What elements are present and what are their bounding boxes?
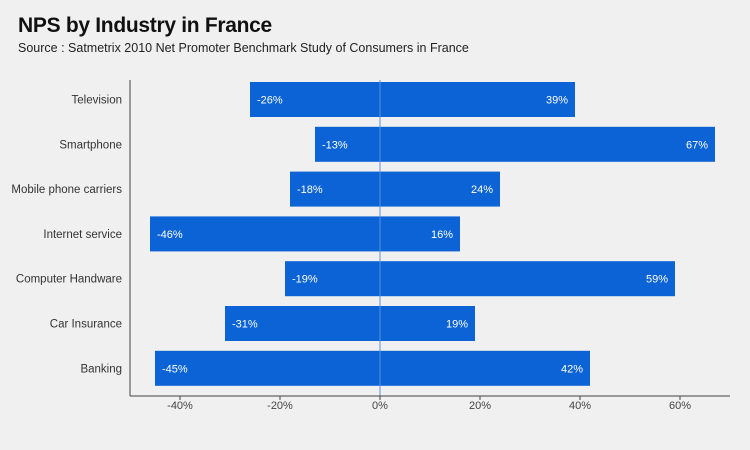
bar-positive bbox=[380, 306, 475, 341]
bar-positive bbox=[380, 82, 575, 117]
x-tick-label: -20% bbox=[267, 400, 293, 412]
bar-negative bbox=[150, 216, 380, 252]
data-label: 19% bbox=[446, 319, 468, 331]
chart-title: NPS by Industry in France bbox=[18, 14, 272, 37]
bar-positive bbox=[380, 126, 715, 162]
bar-negative bbox=[225, 306, 380, 341]
data-label: 16% bbox=[431, 229, 453, 241]
category-label: Computer Handware bbox=[16, 274, 122, 286]
category-label: Mobile phone carriers bbox=[11, 184, 122, 196]
category-label: Television bbox=[72, 95, 123, 107]
x-tick-label: 20% bbox=[469, 400, 491, 412]
bar-negative bbox=[285, 261, 380, 297]
bar-positive bbox=[380, 171, 500, 207]
data-label: -18% bbox=[297, 184, 323, 196]
data-label: 59% bbox=[646, 274, 668, 286]
data-label: -26% bbox=[257, 95, 283, 107]
x-tick-label: 0% bbox=[372, 400, 388, 412]
x-tick-label: -40% bbox=[167, 400, 193, 412]
category-label: Internet service bbox=[43, 229, 122, 241]
category-label: Smartphone bbox=[59, 139, 122, 151]
data-label: -45% bbox=[162, 363, 188, 375]
bar-positive bbox=[380, 350, 590, 386]
bar-positive bbox=[380, 216, 460, 252]
data-label: 42% bbox=[561, 363, 583, 375]
data-label: -13% bbox=[322, 139, 348, 151]
chart-subtitle: Source : Satmetrix 2010 Net Promoter Ben… bbox=[18, 41, 469, 55]
category-label: Car Insurance bbox=[50, 319, 122, 331]
data-label: 39% bbox=[546, 95, 568, 107]
bar-negative bbox=[250, 82, 380, 117]
x-tick-label: 60% bbox=[669, 400, 691, 412]
bar-positive bbox=[380, 261, 675, 297]
data-label: -19% bbox=[292, 274, 318, 286]
bar-negative bbox=[315, 126, 380, 162]
data-label: -46% bbox=[157, 229, 183, 241]
data-label: 24% bbox=[471, 184, 493, 196]
data-label: -31% bbox=[232, 319, 258, 331]
data-label: 67% bbox=[686, 139, 708, 151]
x-tick-label: 40% bbox=[569, 400, 591, 412]
bar-negative bbox=[155, 350, 380, 386]
category-label: Banking bbox=[80, 363, 122, 375]
bar-negative bbox=[290, 171, 380, 207]
